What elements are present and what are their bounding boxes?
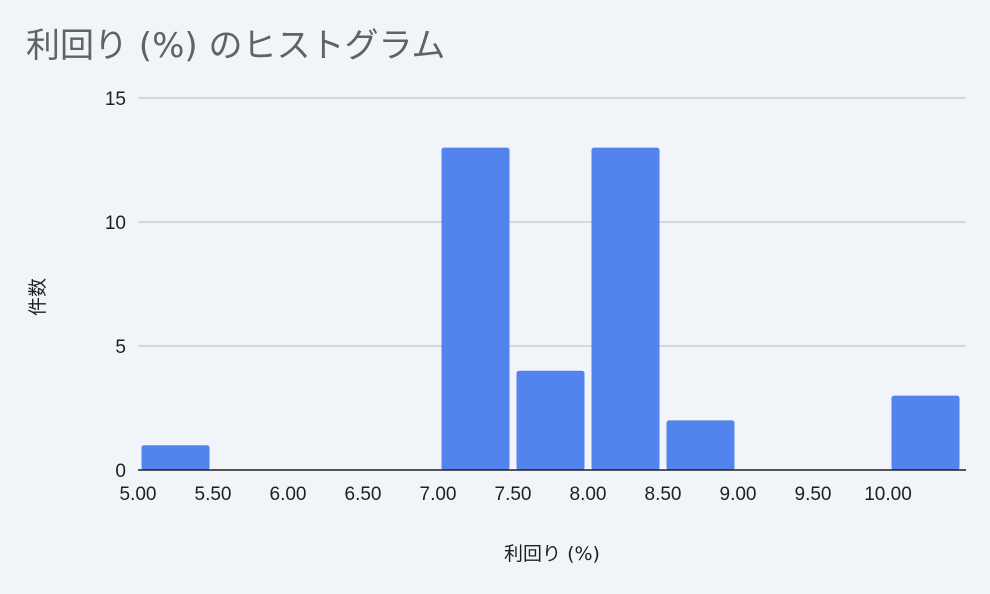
bar-bin-5 xyxy=(516,370,585,470)
gridlines xyxy=(138,97,966,347)
y-tick-label: 10 xyxy=(105,213,126,234)
bar-bin-4 xyxy=(441,147,510,470)
x-tick-labels: 5.00 5.50 6.00 6.50 7.00 7.50 8.00 8.50 9.00 9.50… xyxy=(120,484,912,505)
x-tick-label: 6.00 xyxy=(270,484,307,505)
x-tick-label: 10.00 xyxy=(864,484,912,505)
x-tick-label: 7.50 xyxy=(495,484,532,505)
x-tick-label: 8.00 xyxy=(570,484,607,505)
x-tick-label: 6.50 xyxy=(345,484,382,505)
y-tick-label: 15 xyxy=(105,89,126,110)
bar-bin-6 xyxy=(591,147,660,470)
x-tick-label: 7.00 xyxy=(420,484,457,505)
y-tick-labels: 0 5 10 15 xyxy=(105,89,126,482)
x-tick-label: 5.00 xyxy=(120,484,157,505)
y-tick-label: 0 xyxy=(115,461,126,482)
bar-bin-0 xyxy=(141,445,210,470)
bar-bin-7 xyxy=(666,420,735,470)
x-tick-label: 9.00 xyxy=(720,484,757,505)
y-axis-title: 件数 xyxy=(27,278,49,316)
x-axis-title: 利回り (%) xyxy=(504,543,600,565)
x-tick-label: 9.50 xyxy=(795,484,832,505)
x-tick-label: 5.50 xyxy=(195,484,232,505)
x-tick-label: 8.50 xyxy=(645,484,682,505)
y-tick-label: 5 xyxy=(115,337,126,358)
chart-title: 利回り (%) のヒストグラム xyxy=(26,26,446,66)
bar-bin-10 xyxy=(891,395,960,470)
bars xyxy=(141,147,960,470)
